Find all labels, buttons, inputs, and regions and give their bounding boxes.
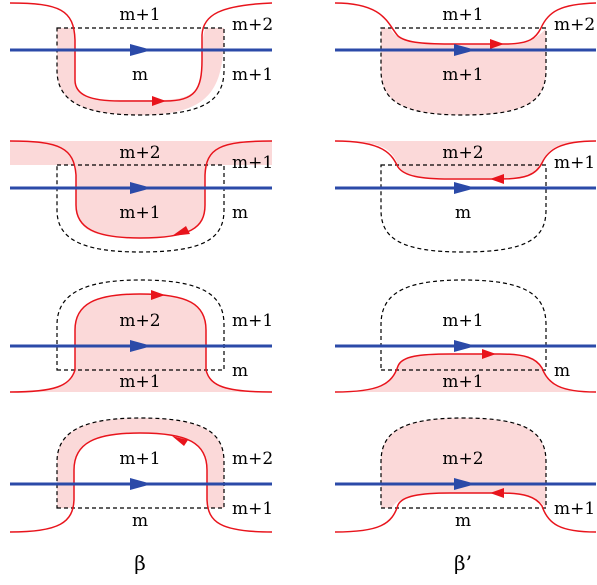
shaded-region bbox=[335, 141, 596, 178]
curve-arrow bbox=[482, 349, 496, 359]
dashed-boundary bbox=[56, 27, 225, 116]
curve-arrow bbox=[172, 226, 190, 236]
shaded-region-inner bbox=[76, 165, 205, 238]
red-curve bbox=[334, 353, 597, 393]
label-right-bottom: m bbox=[554, 361, 570, 381]
panel-betap-2: m+2 m+1 m bbox=[334, 140, 597, 253]
line-arrow bbox=[130, 44, 152, 56]
line-arrow bbox=[454, 44, 476, 56]
red-curve bbox=[9, 140, 273, 239]
line-arrow bbox=[454, 478, 476, 490]
label-bottom: m+1 bbox=[119, 372, 160, 392]
curve-arrow bbox=[152, 96, 166, 106]
label-center: m+2 bbox=[119, 311, 160, 331]
dashed-boundary bbox=[380, 279, 547, 371]
red-curve bbox=[334, 492, 597, 533]
label-center: m+1 bbox=[119, 449, 160, 469]
column-label-beta-prime: β’ bbox=[454, 551, 472, 575]
panel-betap-4: m+2 m m+1 bbox=[334, 417, 597, 533]
panel-beta-2: m+2 m+1 m+1 m bbox=[9, 140, 273, 253]
line-arrow bbox=[454, 182, 476, 194]
label-right-top: m+2 bbox=[232, 15, 273, 35]
red-curve bbox=[334, 2, 597, 45]
label-center: m+2 bbox=[442, 449, 483, 469]
label-center: m bbox=[455, 203, 471, 223]
red-curve bbox=[334, 140, 597, 180]
curve-arrow bbox=[490, 39, 504, 49]
label-top: m+2 bbox=[442, 143, 483, 163]
column-label-beta: β bbox=[134, 551, 146, 575]
label-right-bottom: m bbox=[232, 361, 248, 381]
panel-beta-1: m+1 m+2 m m+1 bbox=[9, 2, 273, 116]
curve-arrow bbox=[151, 290, 165, 300]
label-right-bottom: m+1 bbox=[232, 499, 273, 519]
label-right-top: m+1 bbox=[232, 311, 273, 331]
label-center: m bbox=[132, 65, 148, 85]
curve-arrow bbox=[490, 488, 504, 498]
label-center: m+1 bbox=[119, 203, 160, 223]
shaded-region bbox=[57, 28, 224, 115]
label-top: m+1 bbox=[442, 5, 483, 25]
dashed-boundary bbox=[56, 279, 225, 371]
line-arrow bbox=[130, 340, 152, 352]
label-bottom: m bbox=[132, 511, 148, 531]
dashed-boundary bbox=[380, 417, 547, 509]
label-right-top: m+2 bbox=[232, 449, 273, 469]
line-arrow bbox=[454, 340, 476, 352]
label-center: m+1 bbox=[442, 311, 483, 331]
curve-arrow bbox=[490, 174, 504, 184]
label-right-top: m+2 bbox=[554, 15, 595, 35]
panel-betap-1: m+1 m+2 m+1 bbox=[334, 2, 597, 116]
dashed-boundary bbox=[56, 417, 225, 509]
label-right-top: m+1 bbox=[554, 153, 595, 173]
label-bottom: m+1 bbox=[442, 372, 483, 392]
panel-beta-3: m+2 m+1 m+1 m bbox=[9, 279, 273, 393]
panel-beta-4: m+1 m+2 m m+1 bbox=[9, 417, 273, 533]
label-right-bottom: m bbox=[232, 203, 248, 223]
label-right-bottom: m+1 bbox=[554, 499, 595, 519]
red-curve bbox=[9, 432, 273, 533]
line-arrow bbox=[130, 478, 152, 490]
label-center: m+1 bbox=[442, 65, 483, 85]
label-bottom: m bbox=[455, 511, 471, 531]
label-right-top: m+1 bbox=[232, 153, 273, 173]
line-arrow bbox=[130, 182, 152, 194]
label-top: m+1 bbox=[119, 5, 160, 25]
label-top: m+2 bbox=[119, 143, 160, 163]
panel-betap-3: m+1 m+1 m bbox=[334, 279, 597, 393]
red-curve bbox=[9, 293, 273, 393]
curve-arrow bbox=[172, 436, 188, 446]
label-right-bottom: m+1 bbox=[232, 65, 273, 85]
dashed-boundary bbox=[380, 27, 547, 116]
dashed-boundary bbox=[56, 164, 225, 253]
dashed-boundary bbox=[380, 164, 547, 253]
